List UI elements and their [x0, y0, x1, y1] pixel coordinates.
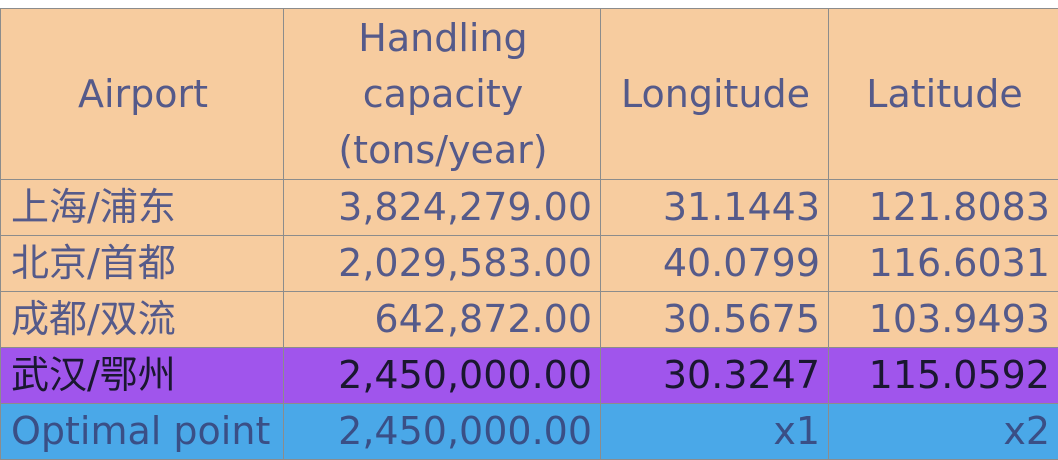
cell-capacity[interactable]: 2,450,000.00 — [283, 403, 601, 460]
cell-latitude[interactable]: 116.6031 — [828, 235, 1058, 292]
cell-latitude[interactable]: x2 — [828, 403, 1058, 460]
header-latitude[interactable]: Latitude — [828, 8, 1058, 180]
header-airport[interactable]: Airport — [0, 8, 284, 180]
header-capacity-line3: (tons/year) — [338, 128, 548, 172]
cell-capacity[interactable]: 642,872.00 — [283, 291, 601, 348]
table-row-optimal: Optimal point 2,450,000.00 x1 x2 — [0, 403, 1058, 460]
cell-airport[interactable]: 上海/浦东 — [0, 179, 284, 236]
cell-longitude[interactable]: x1 — [600, 403, 829, 460]
cell-longitude[interactable]: 30.5675 — [600, 291, 829, 348]
cell-latitude[interactable]: 103.9493 — [828, 291, 1058, 348]
airport-table: Airport Handling capacity (tons/year) Lo… — [0, 8, 1058, 460]
header-longitude-label: Longitude — [621, 72, 810, 116]
table-row-highlighted: 武汉/鄂州 2,450,000.00 30.3247 115.0592 — [0, 347, 1058, 404]
cell-longitude[interactable]: 40.0799 — [600, 235, 829, 292]
cell-longitude[interactable]: 30.3247 — [600, 347, 829, 404]
header-capacity[interactable]: Handling capacity (tons/year) — [283, 8, 601, 180]
header-airport-label: Airport — [77, 72, 209, 116]
cell-airport[interactable]: Optimal point — [0, 403, 284, 460]
table-row: 上海/浦东 3,824,279.00 31.1443 121.8083 — [0, 179, 1058, 236]
header-capacity-line1: Handling — [358, 16, 528, 60]
header-longitude[interactable]: Longitude — [600, 8, 829, 180]
cell-airport[interactable]: 成都/双流 — [0, 291, 284, 348]
cell-airport[interactable]: 武汉/鄂州 — [0, 347, 284, 404]
header-capacity-line2: capacity — [362, 72, 524, 116]
cell-longitude[interactable]: 31.1443 — [600, 179, 829, 236]
header-latitude-label: Latitude — [866, 72, 1023, 116]
table-row: 成都/双流 642,872.00 30.5675 103.9493 — [0, 291, 1058, 348]
table-row: 北京/首都 2,029,583.00 40.0799 116.6031 — [0, 235, 1058, 292]
cell-capacity[interactable]: 2,029,583.00 — [283, 235, 601, 292]
cell-capacity[interactable]: 2,450,000.00 — [283, 347, 601, 404]
cell-capacity[interactable]: 3,824,279.00 — [283, 179, 601, 236]
cell-airport[interactable]: 北京/首都 — [0, 235, 284, 292]
cell-latitude[interactable]: 121.8083 — [828, 179, 1058, 236]
header-row: Airport Handling capacity (tons/year) Lo… — [0, 8, 1058, 180]
cell-latitude[interactable]: 115.0592 — [828, 347, 1058, 404]
